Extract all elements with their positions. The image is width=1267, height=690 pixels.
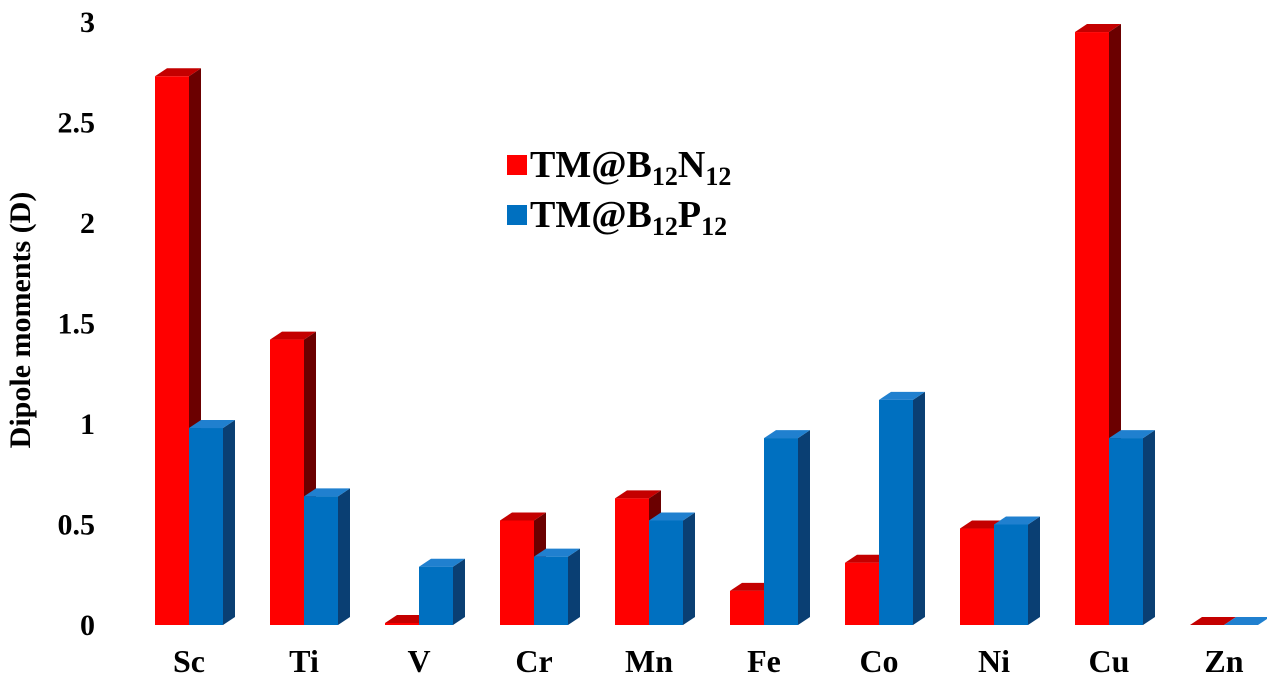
bar-front <box>155 76 189 625</box>
bar-front <box>764 438 798 625</box>
bar-front <box>385 622 419 625</box>
bar-front <box>615 498 649 625</box>
bar-mn-series-2 <box>649 512 695 625</box>
bar-front <box>270 339 304 625</box>
bar-top <box>419 558 465 567</box>
bar-top <box>534 548 580 557</box>
x-tick-label: V <box>407 643 430 679</box>
bar-front <box>304 496 338 625</box>
y-tick-label: 1 <box>80 408 95 441</box>
legend-swatch <box>507 205 527 225</box>
bar-side <box>453 558 465 625</box>
x-tick-label: Ti <box>289 643 319 679</box>
y-tick-label: 2 <box>80 207 95 240</box>
bar-side <box>338 488 350 625</box>
bar-ti-series-2 <box>304 488 350 625</box>
y-axis-label: Dipole moments (D) <box>4 192 37 449</box>
bar-side <box>568 548 580 625</box>
y-tick-label: 0 <box>80 609 95 642</box>
y-tick-label: 0.5 <box>58 509 96 542</box>
y-tick-label: 1.5 <box>58 308 96 341</box>
x-tick-label: Ni <box>978 643 1010 679</box>
bar-top <box>189 420 235 429</box>
bar-side <box>798 430 810 625</box>
bar-side <box>683 512 695 625</box>
bar-ni-series-2 <box>994 516 1040 625</box>
bar-front <box>500 520 534 625</box>
bar-front <box>189 428 223 625</box>
bar-top <box>1075 24 1121 33</box>
y-tick-label: 2.5 <box>58 107 96 140</box>
bar-top <box>304 488 350 497</box>
bar-front <box>1075 32 1109 626</box>
bar-cr-series-2 <box>534 548 580 625</box>
bar-front <box>845 562 879 625</box>
bar-side <box>913 391 925 625</box>
x-tick-label: Mn <box>625 643 673 679</box>
bar-front <box>1109 438 1143 625</box>
y-tick-label: 3 <box>80 6 95 39</box>
bars <box>155 24 1267 626</box>
legend-label: TM@B12N12 <box>530 144 731 191</box>
x-tick-label: Zn <box>1204 643 1243 679</box>
bar-top <box>764 430 810 439</box>
x-tick-label: Sc <box>173 643 205 679</box>
bar-zn-series-1 <box>1190 617 1236 625</box>
bar-side <box>1028 516 1040 625</box>
bar-top <box>270 331 316 340</box>
bar-top <box>1224 617 1267 625</box>
bar-fe-series-2 <box>764 430 810 625</box>
bar-top <box>615 490 661 499</box>
bar-side <box>223 420 235 625</box>
bar-top <box>155 68 201 77</box>
x-tick-label: Cu <box>1089 643 1130 679</box>
bar-top <box>1190 617 1236 625</box>
bar-front <box>960 528 994 625</box>
bar-top <box>649 512 695 521</box>
bar-top <box>500 512 546 521</box>
y-axis: 0 0.5 1 1.5 2 2.5 3 <box>58 6 96 642</box>
bar-top <box>1109 430 1155 439</box>
bar-ti-series-1 <box>270 331 316 625</box>
legend-label: TM@B12P12 <box>530 194 727 241</box>
bar-v-series-2 <box>419 558 465 625</box>
legend-swatch <box>507 155 527 175</box>
legend-item-1: TM@B12N12 <box>507 144 731 191</box>
x-tick-label: Co <box>859 643 898 679</box>
bar-side <box>1143 430 1155 625</box>
x-tick-label: Fe <box>747 643 781 679</box>
bar-front <box>879 399 913 625</box>
bar-co-series-2 <box>879 391 925 625</box>
bar-top <box>994 516 1040 525</box>
bar-cu-series-2 <box>1109 430 1155 625</box>
bar-front <box>649 520 683 625</box>
bar-zn-series-2 <box>1224 617 1267 625</box>
x-axis: Sc Ti V Cr Mn Fe Co Ni Cu Zn <box>173 643 1244 679</box>
legend-item-2: TM@B12P12 <box>507 194 727 241</box>
x-tick-label: Cr <box>515 643 552 679</box>
bar-sc-series-2 <box>189 420 235 625</box>
bar-front <box>994 524 1028 625</box>
bar-front <box>419 566 453 625</box>
bar-front <box>534 556 568 625</box>
bar-front <box>730 590 764 625</box>
bar-top <box>879 391 925 400</box>
